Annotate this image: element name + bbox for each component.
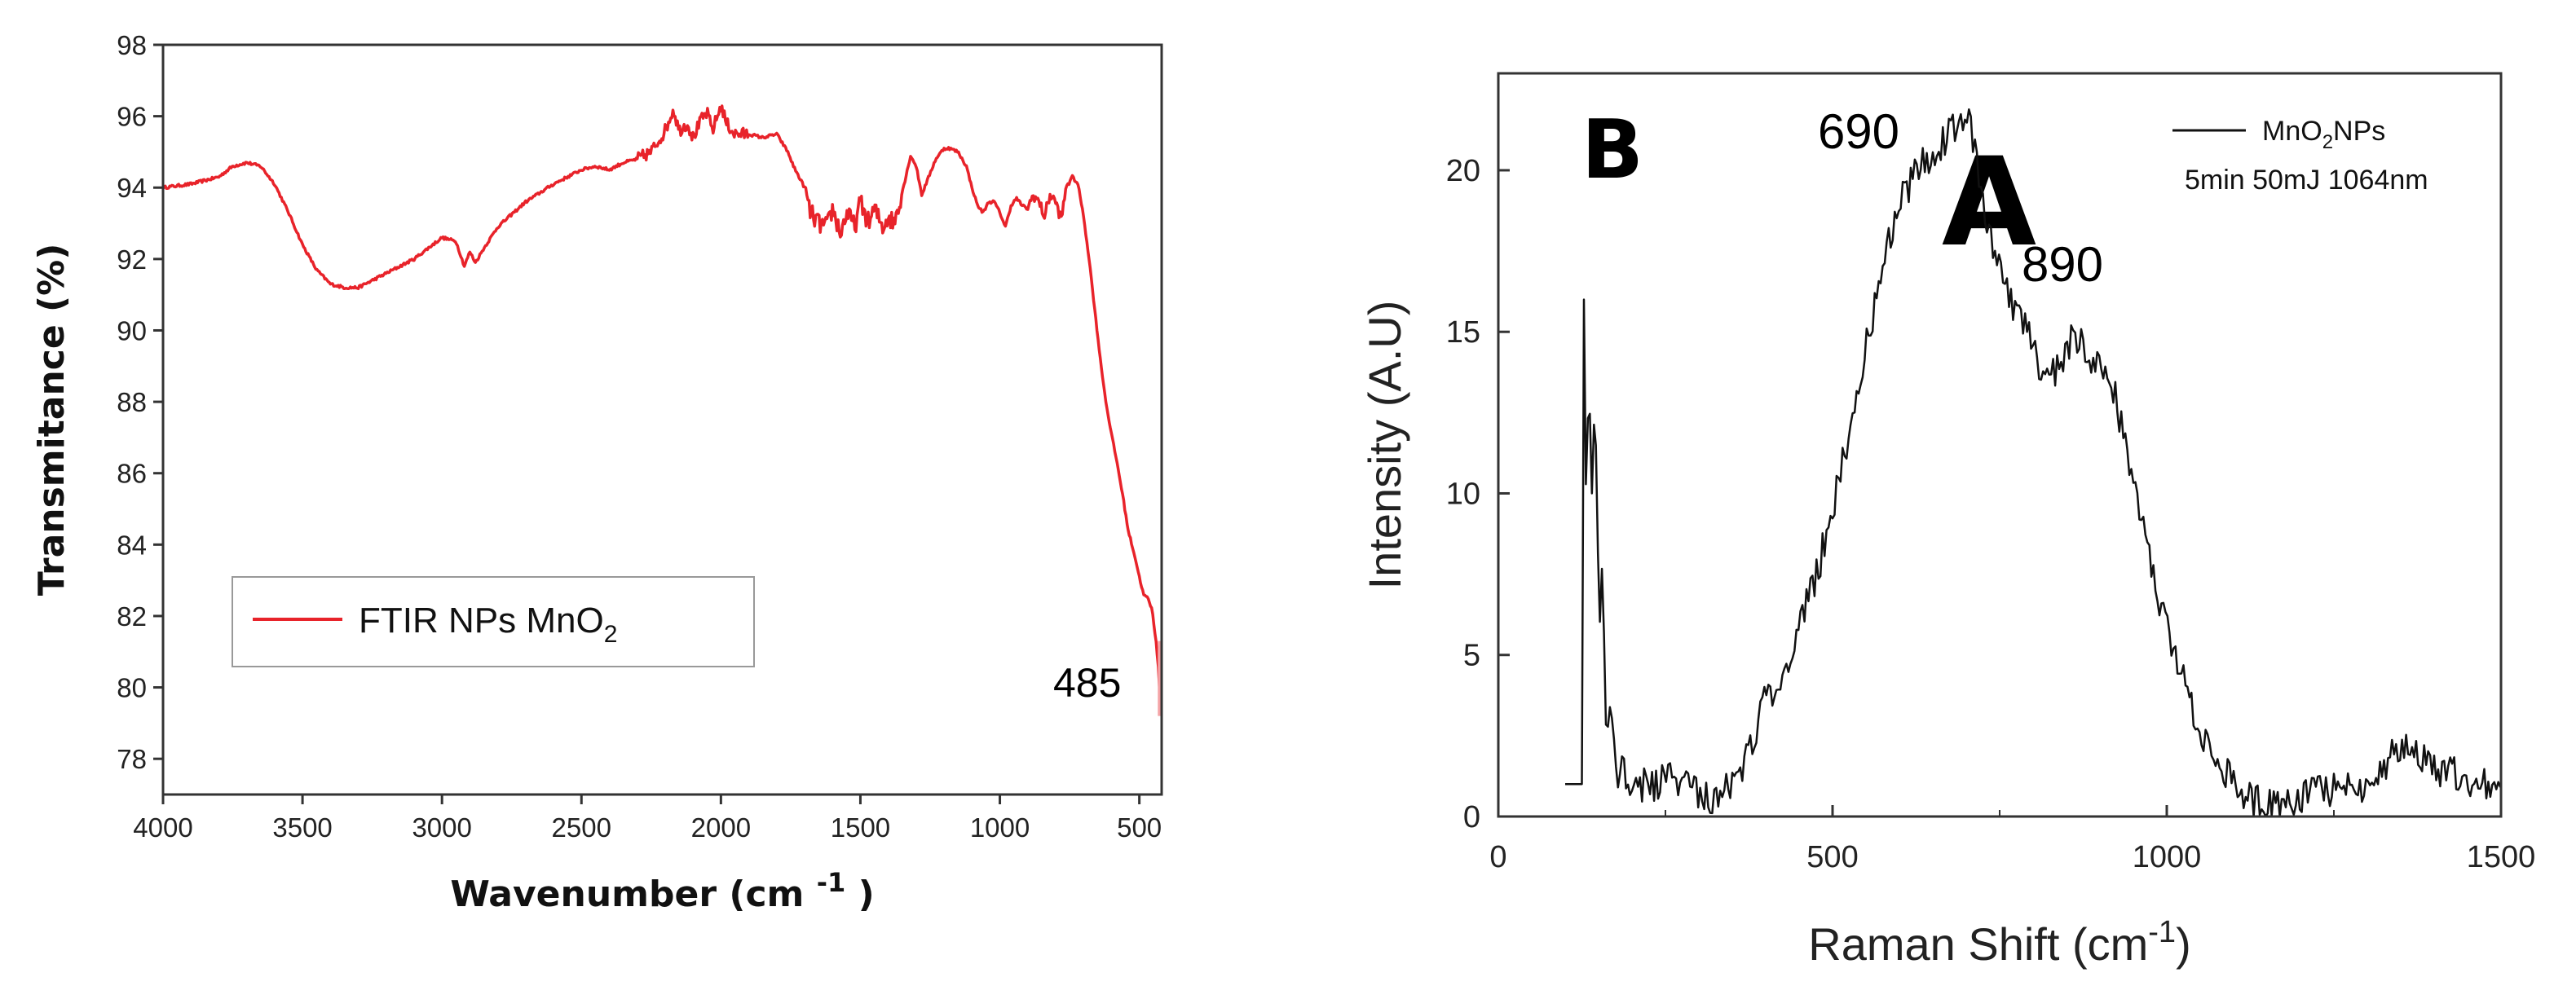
raman-x-tick-label: 0 (1489, 840, 1506, 874)
ftir-y-tick-label: 88 (117, 387, 147, 417)
ftir-panel-letter: A (1942, 132, 2036, 274)
ftir-y-tick-label: 94 (117, 173, 147, 203)
raman-legend-label-main: MnO (2262, 116, 2322, 147)
ftir-x-tick-label: 3000 (412, 812, 471, 843)
raman-legend-condition: 5min 50mJ 1064nm (2185, 165, 2428, 196)
ftir-y-tick-label: 96 (117, 102, 147, 132)
ftir-legend: FTIR NPs MnO2 (232, 576, 755, 667)
raman-x-axis-label-main: Raman Shift (cm (1808, 918, 2148, 970)
raman-y-axis-label: Intensity (A.U) (1359, 301, 1410, 590)
ftir-x-axis-label: Wavenumber (cm -1 ) (450, 867, 874, 915)
ftir-x-tick-label: 500 (1117, 812, 1162, 843)
raman-chart: 0 500 1000 1500 0 5 10 15 20 B MnO2NPs 5min 50mJ … (1359, 72, 2536, 970)
ftir-y-tick-label: 92 (117, 244, 147, 275)
raman-peak-690: 690 (1818, 104, 1899, 159)
ftir-y-tick-label: 84 (117, 530, 147, 560)
ftir-plot-frame (161, 43, 1163, 796)
raman-peak-890: 890 (2022, 237, 2103, 292)
raman-y-tick-label: 20 (1446, 154, 1480, 188)
raman-x-tick-label: 500 (1806, 840, 1858, 874)
raman-x-axis-label-sup: -1 (2148, 915, 2176, 949)
ftir-x-tick-label: 1500 (831, 812, 890, 843)
raman-y-tick-label: 10 (1446, 477, 1480, 511)
ftir-y-tick-label: 82 (117, 601, 147, 632)
ftir-x-tick-label: 2500 (552, 812, 611, 843)
raman-legend-label-end: NPs (2333, 116, 2385, 147)
raman-x-tick-label: 1500 (2467, 840, 2536, 874)
ftir-x-axis-label-end: ) (845, 874, 874, 915)
raman-y-tick-label: 0 (1463, 800, 1480, 834)
ftir-y-tick-label: 78 (117, 744, 147, 774)
ftir-x-axis-label-sup: -1 (817, 867, 846, 898)
ftir-x-axis-label-main: Wavenumber (cm (450, 874, 816, 915)
raman-legend-subscript: 2 (2322, 131, 2333, 153)
ftir-chart: 4000 3500 3000 2500 2000 1500 1000 500 78808284… (31, 30, 2036, 915)
raman-x-axis-label-end: ) (2176, 918, 2191, 970)
ftir-x-tick-label: 1000 (970, 812, 1030, 843)
raman-legend-label: MnO2NPs (2262, 116, 2385, 153)
raman-series-line (1565, 108, 2502, 818)
ftir-x-tick-label: 3500 (272, 812, 332, 843)
ftir-y-tick-label: 90 (117, 315, 147, 346)
ftir-legend-box (232, 576, 755, 667)
ftir-y-axis-label: Transmitance (%) (31, 244, 73, 596)
raman-legend: MnO2NPs 5min 50mJ 1064nm (2172, 116, 2428, 196)
raman-series-group (1565, 108, 2502, 818)
ftir-x-tick-label: 2000 (691, 812, 751, 843)
ftir-x-tick-label: 4000 (133, 812, 192, 843)
ftir-series-group (161, 104, 1163, 716)
ftir-peak-annotation: 485 (1053, 660, 1121, 706)
ftir-legend-subscript: 2 (604, 621, 618, 648)
ftir-y-tick-label: 98 (117, 30, 147, 60)
raman-panel-letter: B (1581, 102, 1643, 197)
raman-y-tick-label: 15 (1446, 315, 1480, 350)
raman-x-axis-label: Raman Shift (cm-1) (1808, 915, 2190, 970)
ftir-y-tick-label: 86 (117, 459, 147, 489)
ftir-legend-label: FTIR NPs MnO2 (359, 601, 617, 648)
ftir-y-tick-label: 80 (117, 673, 147, 703)
raman-y-tick-label: 5 (1463, 639, 1480, 673)
ftir-series-line (161, 104, 1162, 689)
raman-x-tick-label: 1000 (2133, 840, 2202, 874)
